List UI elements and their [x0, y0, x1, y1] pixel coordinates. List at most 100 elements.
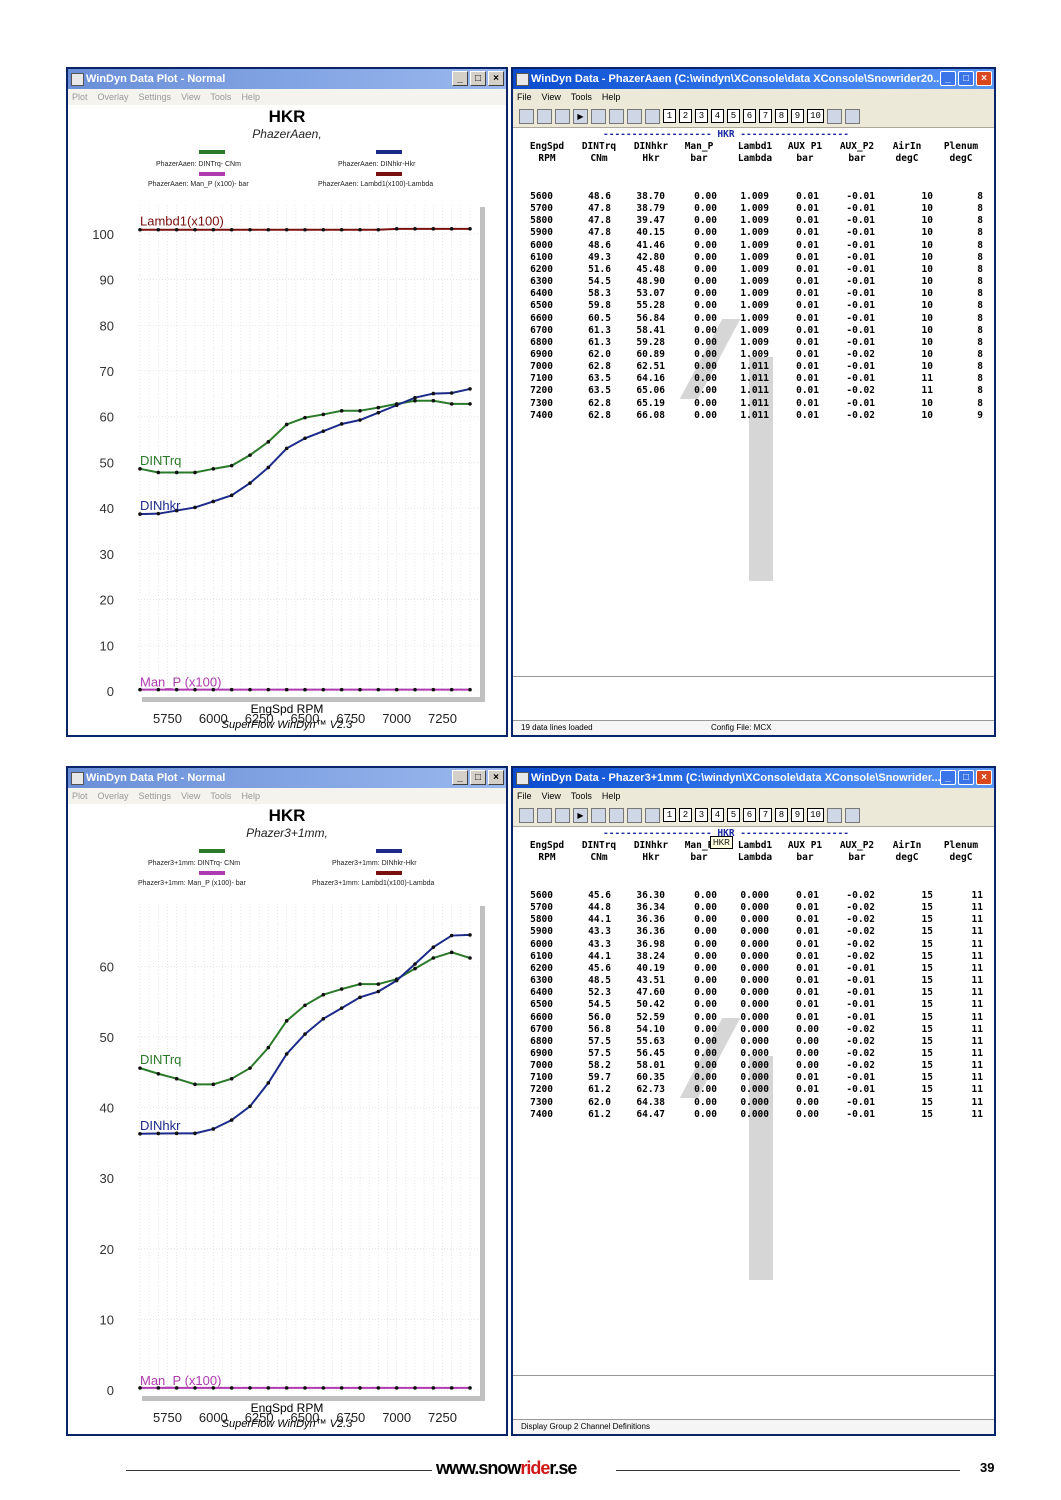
group-button-3[interactable]: 3 [695, 109, 708, 123]
table-row[interactable]: 6800 61.3 59.28 0.00 1.009 0.01 -0.01 10 8 [513, 337, 994, 349]
menu-view[interactable]: View [541, 92, 561, 102]
table-row[interactable]: 6700 56.8 54.10 0.00 0.000 0.00 -0.02 15 11 [513, 1024, 994, 1036]
table-row[interactable]: 5900 43.3 36.36 0.00 0.000 0.01 -0.02 15 11 [513, 926, 994, 938]
graph-icon[interactable] [609, 807, 624, 823]
menu-plot[interactable]: Plot [72, 791, 88, 801]
notes-icon[interactable] [645, 807, 660, 823]
play-icon[interactable]: ▶ [573, 108, 588, 124]
group-button-7[interactable]: 7 [759, 808, 772, 822]
table-row[interactable]: 6300 48.5 43.51 0.00 0.000 0.01 -0.01 15 11 [513, 975, 994, 987]
notes-icon[interactable] [645, 108, 660, 124]
table-row[interactable]: 6100 49.3 42.80 0.00 1.009 0.01 -0.01 10 8 [513, 252, 994, 264]
group-button-2[interactable]: 2 [679, 808, 692, 822]
column-header[interactable]: Lambd1 Lambda [725, 141, 785, 165]
table-row[interactable]: 6400 58.3 53.07 0.00 1.009 0.01 -0.01 10 8 [513, 288, 994, 300]
column-header[interactable]: AUX_P2 bar [827, 141, 887, 165]
maximize-button[interactable]: □ [470, 71, 486, 86]
edit-graph-icon[interactable] [627, 807, 642, 823]
print-icon[interactable] [591, 807, 606, 823]
column-header[interactable]: AUX_P2 bar [827, 840, 887, 864]
table-row[interactable]: 5800 44.1 36.36 0.00 0.000 0.01 -0.02 15 11 [513, 914, 994, 926]
group-button-8[interactable]: 8 [775, 109, 788, 123]
group-button-10[interactable]: 10 [807, 808, 824, 822]
table-row[interactable]: 6000 43.3 36.98 0.00 0.000 0.01 -0.02 15 11 [513, 939, 994, 951]
table-row[interactable]: 7300 62.0 64.38 0.00 0.000 0.00 -0.01 15 11 [513, 1097, 994, 1109]
menu-help[interactable]: Help [241, 791, 260, 801]
column-header[interactable]: AUX P1 bar [775, 840, 835, 864]
plot-window-1-titlebar[interactable]: WinDyn Data Plot - Normal _ □ × [68, 69, 506, 89]
group-button-4[interactable]: 4 [711, 109, 724, 123]
table-row[interactable]: 6200 51.6 45.48 0.00 1.009 0.01 -0.01 10 8 [513, 264, 994, 276]
column-header[interactable]: DINhkr Hkr [621, 141, 681, 165]
pane-divider[interactable] [513, 676, 994, 677]
column-header[interactable]: EngSpd RPM [517, 141, 577, 165]
column-header[interactable]: Man_P bar [669, 840, 729, 864]
column-header[interactable]: AirIn degC [877, 141, 937, 165]
settings-icon[interactable] [845, 807, 860, 823]
plot-window-2-titlebar[interactable]: WinDyn Data Plot - Normal _ □ × [68, 768, 506, 788]
group-button-9[interactable]: 9 [791, 808, 804, 822]
maximize-button[interactable]: □ [958, 71, 974, 86]
table-row[interactable]: 6700 61.3 58.41 0.00 1.009 0.01 -0.01 10 8 [513, 325, 994, 337]
group-button-10[interactable]: 10 [807, 109, 824, 123]
settings-icon[interactable] [845, 108, 860, 124]
column-header[interactable]: DINTrq CNm [569, 840, 629, 864]
close-button[interactable]: × [976, 71, 992, 86]
menu-view[interactable]: View [181, 791, 201, 801]
menu-help[interactable]: Help [601, 92, 621, 102]
edit-graph-icon[interactable] [627, 108, 642, 124]
column-header[interactable]: AirIn degC [877, 840, 937, 864]
maximize-button[interactable]: □ [470, 770, 486, 785]
table-row[interactable]: 6000 48.6 41.46 0.00 1.009 0.01 -0.01 10 8 [513, 240, 994, 252]
table-row[interactable]: 6500 59.8 55.28 0.00 1.009 0.01 -0.01 10 8 [513, 300, 994, 312]
table-row[interactable]: 6100 44.1 38.24 0.00 0.000 0.01 -0.02 15 11 [513, 951, 994, 963]
column-header[interactable]: Plenum degC [931, 141, 991, 165]
minimize-button[interactable]: _ [452, 770, 468, 785]
minimize-button[interactable]: _ [940, 71, 956, 86]
menu-tools[interactable]: Tools [570, 92, 592, 102]
group-button-2[interactable]: 2 [679, 109, 692, 123]
data-window-2-titlebar[interactable]: WinDyn Data - Phazer3+1mm (C:\windyn\XCo… [513, 768, 994, 788]
group-button-6[interactable]: 6 [743, 808, 756, 822]
group-button-8[interactable]: 8 [775, 808, 788, 822]
table-row[interactable]: 7200 63.5 65.06 0.00 1.011 0.01 -0.02 11 8 [513, 385, 994, 397]
group-button-4[interactable]: 4 [711, 808, 724, 822]
close-button[interactable]: × [976, 770, 992, 785]
open-folder-icon[interactable] [537, 807, 552, 823]
menu-view[interactable]: View [541, 791, 561, 801]
table-row[interactable]: 7100 63.5 64.16 0.00 1.011 0.01 -0.01 11 8 [513, 373, 994, 385]
table-row[interactable]: 6200 45.6 40.19 0.00 0.000 0.01 -0.01 15 11 [513, 963, 994, 975]
table-row[interactable]: 7400 62.8 66.08 0.00 1.011 0.01 -0.02 10 9 [513, 410, 994, 422]
menu-settings[interactable]: Settings [138, 92, 172, 102]
dyno-icon[interactable] [827, 807, 842, 823]
minimize-button[interactable]: _ [940, 770, 956, 785]
group-button-1[interactable]: 1 [663, 109, 676, 123]
table-row[interactable]: 6300 54.5 48.90 0.00 1.009 0.01 -0.01 10 8 [513, 276, 994, 288]
table-row[interactable]: 7200 61.2 62.73 0.00 0.000 0.01 -0.01 15 11 [513, 1084, 994, 1096]
save-icon[interactable] [555, 807, 570, 823]
group-button-5[interactable]: 5 [727, 808, 740, 822]
column-header[interactable]: DINTrq CNm [569, 141, 629, 165]
menu-file[interactable]: File [517, 791, 532, 801]
group-button-6[interactable]: 6 [743, 109, 756, 123]
table-row[interactable]: 6500 54.5 50.42 0.00 0.000 0.01 -0.01 15 11 [513, 999, 994, 1011]
save-icon[interactable] [555, 108, 570, 124]
table-row[interactable]: 5600 45.6 36.30 0.00 0.000 0.01 -0.02 15 11 [513, 890, 994, 902]
group-button-9[interactable]: 9 [791, 109, 804, 123]
maximize-button[interactable]: □ [958, 770, 974, 785]
group-button-3[interactable]: 3 [695, 808, 708, 822]
close-button[interactable]: × [488, 71, 504, 86]
menu-view[interactable]: View [181, 92, 201, 102]
print-icon[interactable] [591, 108, 606, 124]
column-header[interactable]: AUX P1 bar [775, 141, 835, 165]
data-window-1-titlebar[interactable]: WinDyn Data - PhazerAaen (C:\windyn\XCon… [513, 69, 994, 89]
table-row[interactable]: 7300 62.8 65.19 0.00 1.011 0.01 -0.01 10 8 [513, 398, 994, 410]
menu-settings[interactable]: Settings [138, 791, 172, 801]
table-row[interactable]: 7400 61.2 64.47 0.00 0.000 0.00 -0.01 15 11 [513, 1109, 994, 1121]
table-row[interactable]: 5600 48.6 38.70 0.00 1.009 0.01 -0.01 10 8 [513, 191, 994, 203]
new-file-icon[interactable] [519, 807, 534, 823]
open-folder-icon[interactable] [537, 108, 552, 124]
table-row[interactable]: 5800 47.8 39.47 0.00 1.009 0.01 -0.01 10 8 [513, 215, 994, 227]
menu-tools[interactable]: Tools [210, 791, 232, 801]
column-header[interactable]: DINhkr Hkr [621, 840, 681, 864]
